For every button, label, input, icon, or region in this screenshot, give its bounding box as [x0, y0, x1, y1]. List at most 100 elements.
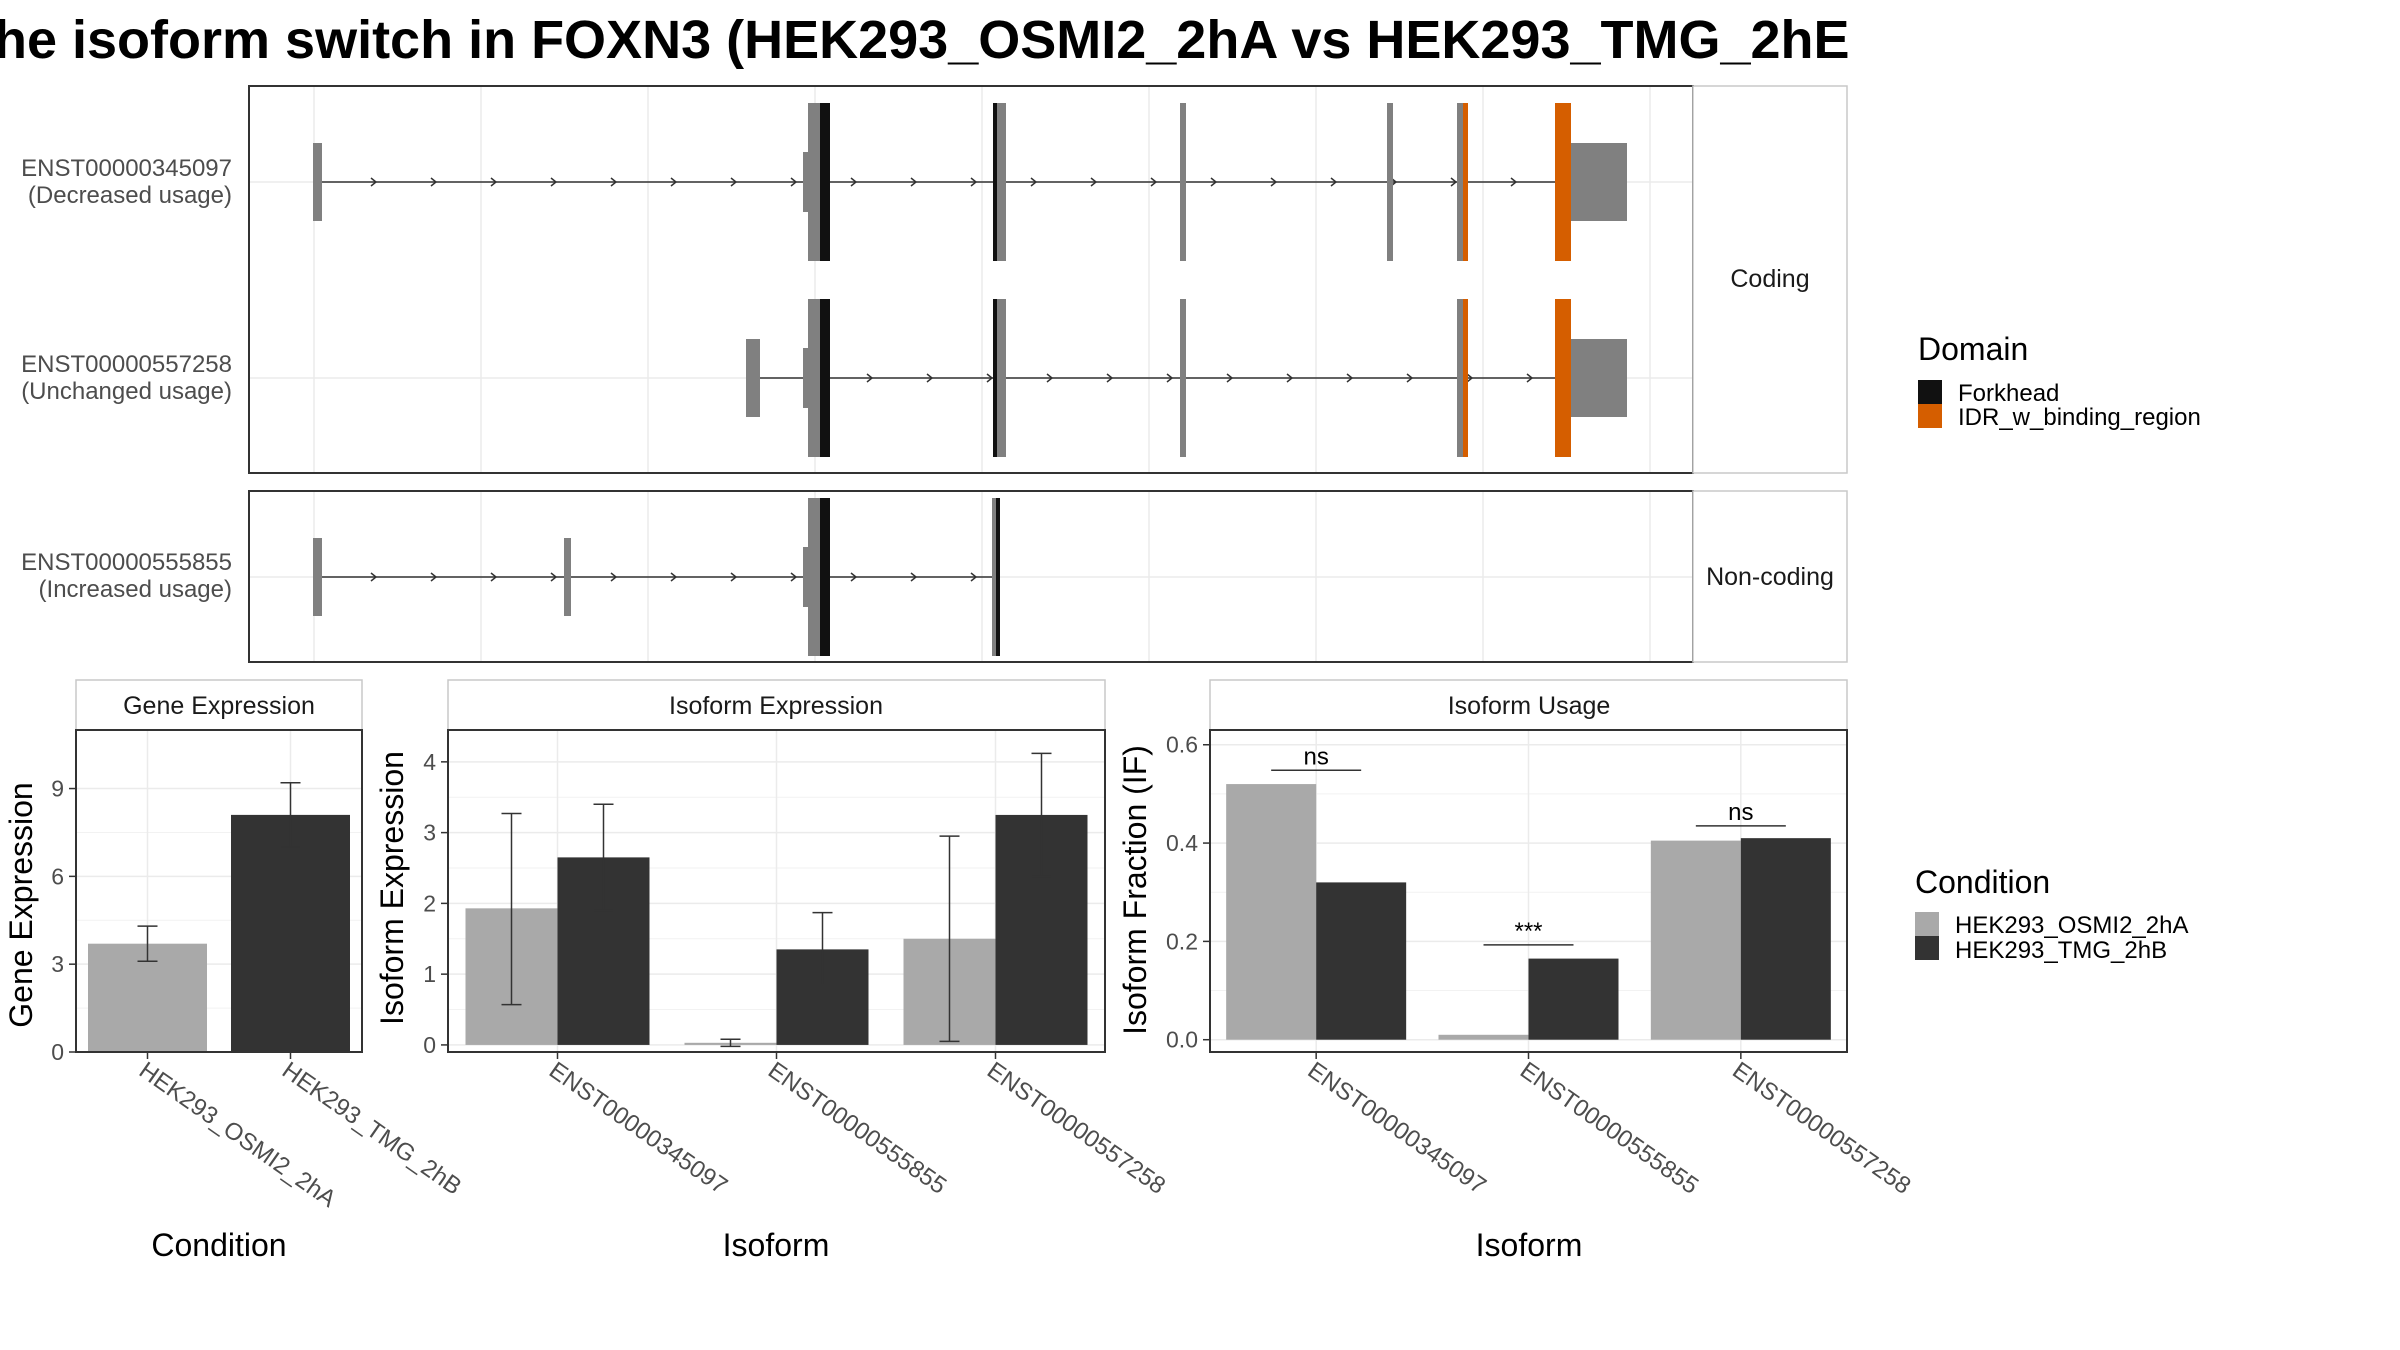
intron-direction-arrow — [866, 373, 874, 383]
x-axis-title: Isoform — [1476, 1227, 1583, 1263]
domain-legend: Domain Forkhead IDR_w_binding_region — [1918, 331, 2201, 431]
condition-legend: Condition HEK293_OSMI2_2hA HEK293_TMG_2h… — [1915, 864, 2188, 964]
intron-direction-arrow — [986, 373, 994, 383]
condition-legend-title: Condition — [1915, 864, 2050, 900]
x-tick-label: ENST00000555855 — [1515, 1057, 1703, 1200]
intron-direction-arrow — [490, 572, 498, 582]
intron-direction-arrow — [790, 572, 798, 582]
y-tick-label: 6 — [51, 863, 64, 889]
intron-direction-arrow — [1450, 177, 1458, 187]
intron-direction-arrow — [1166, 373, 1174, 383]
y-tick-label: 1 — [423, 961, 436, 987]
noncoding-facet-strip — [1692, 490, 1848, 663]
intron-direction-arrow — [670, 177, 678, 187]
coding-exon — [1180, 103, 1186, 261]
coding-panel-background — [249, 86, 1693, 473]
x-axis-title: Isoform — [723, 1227, 830, 1263]
chart-strip-title: Isoform Usage — [1448, 692, 1611, 720]
idr-legend-swatch — [1918, 404, 1942, 428]
intron-direction-arrow — [790, 177, 798, 187]
intron-direction-arrow — [850, 177, 858, 187]
intron-direction-arrow — [1406, 373, 1414, 383]
forkhead-legend-label: Forkhead — [1958, 380, 2059, 407]
bar — [1650, 840, 1741, 1040]
noncoding-exon — [313, 538, 322, 616]
intron-direction-arrow — [1090, 177, 1098, 187]
domain-legend-title: Domain — [1918, 331, 2028, 367]
noncoding-exon — [803, 547, 808, 607]
significance-label: ns — [1728, 799, 1753, 826]
idr-legend-label: IDR_w_binding_region — [1958, 404, 2201, 431]
intron-direction-arrow — [1346, 373, 1354, 383]
intron-direction-arrow — [670, 572, 678, 582]
noncoding-exon — [808, 498, 820, 656]
y-tick-label: 0.2 — [1166, 928, 1198, 954]
condition-b-legend-swatch — [1915, 936, 1939, 960]
transcript-id-label: ENST00000557258 — [21, 351, 232, 378]
y-tick-label: 0.6 — [1166, 732, 1198, 758]
intron-direction-arrow — [926, 373, 934, 383]
intron-direction-arrow — [1150, 177, 1158, 187]
intron-direction-arrow — [850, 572, 858, 582]
transcript-structure-panel: Coding Non-coding ENST00000345097 (Decre… — [21, 85, 1848, 663]
intron-direction-arrow — [1106, 373, 1114, 383]
transcript-structures — [313, 103, 1627, 656]
y-tick-label: 2 — [423, 890, 436, 916]
chart-strip-title: Isoform Expression — [669, 692, 883, 720]
noncoding-exon — [564, 538, 571, 616]
bar — [1740, 838, 1831, 1040]
y-tick-label: 0 — [51, 1039, 64, 1065]
intron-direction-arrow — [910, 177, 918, 187]
chart-strip — [1209, 679, 1848, 731]
utr-exon — [803, 152, 808, 212]
intron-direction-arrow — [550, 572, 558, 582]
y-tick-label: 3 — [423, 820, 436, 846]
y-axis-title: Gene Expression — [3, 782, 39, 1027]
x-tick-label: ENST00000557258 — [1727, 1057, 1915, 1200]
intron-direction-arrow — [970, 177, 978, 187]
intron-direction-arrow — [610, 177, 618, 187]
utr-exon — [1571, 143, 1627, 221]
bar — [1226, 784, 1317, 1040]
idr-domain — [1463, 299, 1468, 457]
intron-direction-arrow — [370, 177, 378, 187]
utr-exon — [313, 143, 322, 221]
x-axis-title: Condition — [151, 1227, 286, 1263]
transcript-usage-label: (Decreased usage) — [28, 182, 232, 209]
bar — [1528, 958, 1619, 1040]
isoform-expression-plot-area: 0 1 2 3 4 ENST00000345097 ENST00000555855 ENST0… — [423, 729, 1170, 1200]
intron-direction-arrow — [550, 177, 558, 187]
bar — [1316, 882, 1407, 1040]
intron-direction-arrow — [1526, 373, 1534, 383]
coding-exon — [997, 299, 1006, 457]
coding-exon — [808, 103, 820, 261]
transcript-id-label: ENST00000345097 — [21, 155, 232, 182]
y-axis-title: Isoform Fraction (IF) — [1117, 745, 1153, 1035]
bar — [231, 814, 350, 1052]
chart-strip-title: Gene Expression — [123, 692, 315, 720]
intron-direction-arrow — [1030, 177, 1038, 187]
x-tick-label: ENST00000345097 — [1303, 1057, 1491, 1200]
chart-strip — [447, 679, 1106, 731]
intron-direction-arrow — [970, 572, 978, 582]
coding-exon — [1180, 299, 1186, 457]
significance-label: *** — [1514, 918, 1542, 945]
utr-exon — [803, 348, 808, 408]
intron-direction-arrow — [1210, 177, 1218, 187]
condition-a-legend-label: HEK293_OSMI2_2hA — [1955, 912, 2188, 939]
intron-direction-arrow — [370, 572, 378, 582]
chart-strip — [75, 679, 363, 731]
coding-exon — [1387, 103, 1393, 261]
transcript-usage-label: (Increased usage) — [39, 576, 232, 603]
y-tick-label: 9 — [51, 776, 64, 802]
intron-direction-arrow — [490, 177, 498, 187]
coding-facet-label: Coding — [1730, 265, 1809, 293]
figure-title: he isoform switch in FOXN3 (HEK293_OSMI2… — [0, 10, 1850, 70]
intron-direction-arrow — [730, 572, 738, 582]
condition-b-legend-label: HEK293_TMG_2hB — [1955, 937, 2167, 964]
y-tick-label: 3 — [51, 951, 64, 977]
intron-direction-arrow — [430, 572, 438, 582]
